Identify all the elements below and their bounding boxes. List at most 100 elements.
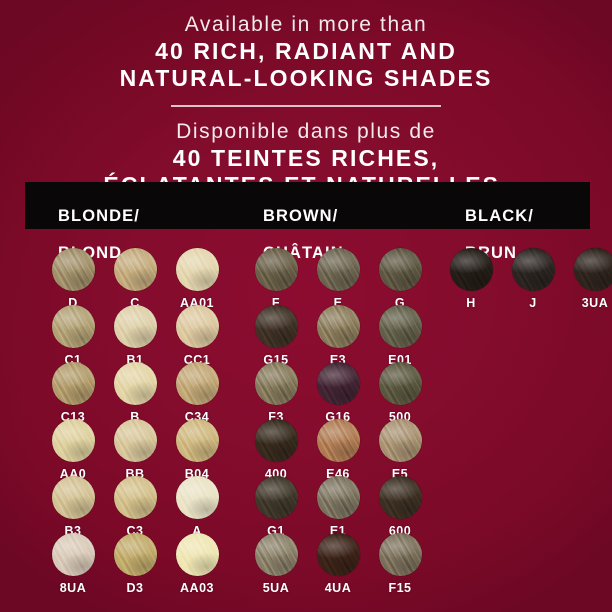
swatch-brown-e5[interactable]: E5 bbox=[369, 419, 431, 481]
swatch-color-circle[interactable] bbox=[511, 248, 555, 291]
swatch-brown-e46[interactable]: E46 bbox=[307, 419, 369, 481]
swatch-color-circle[interactable] bbox=[316, 248, 360, 291]
swatch-black-3ua[interactable]: 3UA bbox=[564, 248, 612, 310]
swatch-color-circle[interactable] bbox=[378, 362, 422, 405]
swatch-color-circle[interactable] bbox=[175, 476, 219, 519]
swatch-blonde-cc1[interactable]: CC1 bbox=[166, 305, 228, 367]
swatch-color-circle[interactable] bbox=[254, 248, 298, 291]
hair-strand-texture bbox=[51, 419, 95, 462]
swatch-brown-4ua[interactable]: 4UA bbox=[307, 533, 369, 595]
swatch-sheen bbox=[449, 248, 493, 291]
swatch-color-circle[interactable] bbox=[316, 476, 360, 519]
hair-strand-texture bbox=[254, 248, 298, 291]
swatch-sheen bbox=[113, 419, 157, 462]
swatch-color-circle[interactable] bbox=[113, 362, 157, 405]
swatch-color-circle[interactable] bbox=[254, 533, 298, 576]
swatch-color-circle[interactable] bbox=[316, 362, 360, 405]
swatch-color-circle[interactable] bbox=[254, 305, 298, 348]
swatch-sheen bbox=[51, 362, 95, 405]
swatch-blonde-b[interactable]: B bbox=[104, 362, 166, 424]
swatch-black-j[interactable]: J bbox=[502, 248, 564, 310]
swatch-color-circle[interactable] bbox=[51, 362, 95, 405]
swatch-label: G bbox=[394, 296, 406, 310]
swatch-sheen bbox=[51, 533, 95, 576]
swatch-color-circle[interactable] bbox=[378, 305, 422, 348]
swatch-brown-g15[interactable]: G15 bbox=[245, 305, 307, 367]
swatch-blonde-c[interactable]: C bbox=[104, 248, 166, 310]
swatch-brown-g1[interactable]: G1 bbox=[245, 476, 307, 538]
swatch-blonde-a[interactable]: A bbox=[166, 476, 228, 538]
swatch-color-circle[interactable] bbox=[316, 419, 360, 462]
swatch-color-circle[interactable] bbox=[175, 305, 219, 348]
swatch-brown-e1[interactable]: E1 bbox=[307, 476, 369, 538]
hair-strand-texture bbox=[316, 362, 360, 405]
swatch-brown-g16[interactable]: G16 bbox=[307, 362, 369, 424]
swatch-color-circle[interactable] bbox=[51, 476, 95, 519]
swatch-blonde-aa03[interactable]: AA03 bbox=[166, 533, 228, 595]
swatch-blonde-aa01[interactable]: AA01 bbox=[166, 248, 228, 310]
swatch-color-circle[interactable] bbox=[254, 476, 298, 519]
swatch-blonde-b3[interactable]: B3 bbox=[42, 476, 104, 538]
swatch-color-circle[interactable] bbox=[449, 248, 493, 291]
hair-strand-texture bbox=[378, 305, 422, 348]
swatch-black-h[interactable]: H bbox=[440, 248, 502, 310]
swatch-color-circle[interactable] bbox=[51, 533, 95, 576]
category-bar: BLONDE/ BLOND BROWN/ CHÂTAIN BLACK/ BRUN bbox=[25, 182, 590, 262]
swatch-color-circle[interactable] bbox=[113, 305, 157, 348]
swatch-color-circle[interactable] bbox=[573, 248, 612, 291]
swatch-color-circle[interactable] bbox=[51, 248, 95, 291]
headline-fr-line1: Disponible dans plus de bbox=[176, 119, 436, 143]
swatch-sheen bbox=[175, 533, 219, 576]
swatch-color-circle[interactable] bbox=[316, 533, 360, 576]
swatch-color-circle[interactable] bbox=[113, 248, 157, 291]
swatch-color-circle[interactable] bbox=[175, 248, 219, 291]
swatch-brown-e3[interactable]: E3 bbox=[307, 305, 369, 367]
swatch-brown-f15[interactable]: F15 bbox=[369, 533, 431, 595]
swatch-blonde-c1[interactable]: C1 bbox=[42, 305, 104, 367]
swatch-sheen bbox=[316, 533, 360, 576]
swatch-color-circle[interactable] bbox=[254, 362, 298, 405]
swatch-sheen bbox=[254, 362, 298, 405]
swatch-brown-5ua[interactable]: 5UA bbox=[245, 533, 307, 595]
swatch-blonde-aa0[interactable]: AA0 bbox=[42, 419, 104, 481]
swatch-brown-600[interactable]: 600 bbox=[369, 476, 431, 538]
swatch-sheen bbox=[254, 248, 298, 291]
swatch-color-circle[interactable] bbox=[378, 248, 422, 291]
swatch-color-circle[interactable] bbox=[51, 419, 95, 462]
swatch-brown-500[interactable]: 500 bbox=[369, 362, 431, 424]
swatch-label: A bbox=[192, 524, 202, 538]
swatch-blonde-b04[interactable]: B04 bbox=[166, 419, 228, 481]
swatch-color-circle[interactable] bbox=[378, 476, 422, 519]
swatch-blonde-bb[interactable]: BB bbox=[104, 419, 166, 481]
swatch-blonde-c13[interactable]: C13 bbox=[42, 362, 104, 424]
hair-strand-texture bbox=[378, 476, 422, 519]
swatch-brown-f[interactable]: F bbox=[245, 248, 307, 310]
headline-en-line2: 40 RICH, RADIANT AND bbox=[155, 38, 457, 64]
swatch-brown-e[interactable]: E bbox=[307, 248, 369, 310]
swatch-color-circle[interactable] bbox=[254, 419, 298, 462]
swatch-color-circle[interactable] bbox=[316, 305, 360, 348]
swatch-blonde-c34[interactable]: C34 bbox=[166, 362, 228, 424]
swatch-blonde-8ua[interactable]: 8UA bbox=[42, 533, 104, 595]
swatch-blonde-c3[interactable]: C3 bbox=[104, 476, 166, 538]
swatch-color-circle[interactable] bbox=[175, 533, 219, 576]
swatch-brown-g[interactable]: G bbox=[369, 248, 431, 310]
swatch-color-circle[interactable] bbox=[113, 533, 157, 576]
swatch-blonde-d3[interactable]: D3 bbox=[104, 533, 166, 595]
swatch-color-circle[interactable] bbox=[113, 476, 157, 519]
swatch-color-circle[interactable] bbox=[113, 419, 157, 462]
swatch-brown-f3[interactable]: F3 bbox=[245, 362, 307, 424]
swatch-sheen bbox=[51, 305, 95, 348]
swatch-brown-400[interactable]: 400 bbox=[245, 419, 307, 481]
swatch-label: E bbox=[333, 296, 343, 310]
swatch-brown-e01[interactable]: E01 bbox=[369, 305, 431, 367]
swatch-color-circle[interactable] bbox=[175, 419, 219, 462]
swatch-color-circle[interactable] bbox=[378, 533, 422, 576]
swatch-color-circle[interactable] bbox=[51, 305, 95, 348]
swatch-label: 5UA bbox=[262, 581, 290, 595]
swatch-color-circle[interactable] bbox=[175, 362, 219, 405]
swatch-blonde-d[interactable]: D bbox=[42, 248, 104, 310]
swatch-blonde-b1[interactable]: B1 bbox=[104, 305, 166, 367]
swatch-color-circle[interactable] bbox=[378, 419, 422, 462]
